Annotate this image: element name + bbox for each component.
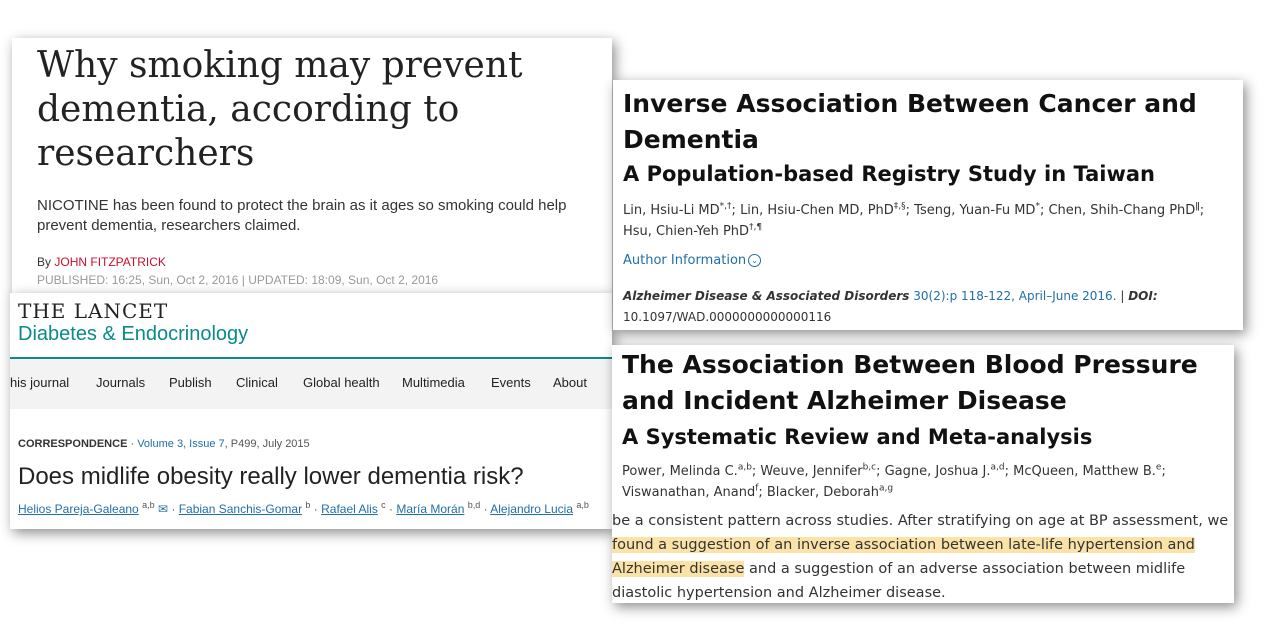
article-title: Does midlife obesity really lower dement… <box>18 463 524 490</box>
author-separator: · <box>483 502 491 516</box>
author-name[interactable]: Gagne, Joshua J. <box>884 464 991 479</box>
author-affiliation: a,g <box>878 483 894 494</box>
author-affiliation: f <box>755 483 759 494</box>
author-link[interactable]: María Morán <box>396 502 465 516</box>
author-affiliation: a,b <box>737 462 752 473</box>
article-type: CORRESPONDENCE <box>18 438 128 450</box>
nav-item-this-journal[interactable]: This journal <box>10 375 70 390</box>
nav-item-publish[interactable]: Publish <box>169 375 212 390</box>
byline-label: By <box>37 255 52 269</box>
author-affiliation: c <box>381 500 386 510</box>
news-published-date: PUBLISHED: 16:25, Sun, Oct 2, 2016 | UPD… <box>37 273 439 287</box>
author-name[interactable]: Hsu, Chien-Yeh PhD <box>623 224 750 239</box>
journal-logo-line2[interactable]: Diabetes & Endocrinology <box>18 323 249 345</box>
article-subtitle: A Population-based Registry Study in Tai… <box>623 162 1156 186</box>
meta-page-date: , P499, July 2015 <box>224 438 310 450</box>
author-name[interactable]: Blacker, Deborah <box>766 485 879 500</box>
author-list: Power, Melinda C.a,b; Weuve, Jenniferb,c… <box>622 462 1166 500</box>
cancer-article-card: Inverse Association Between Cancer and D… <box>613 80 1243 330</box>
author-name[interactable]: Tseng, Yuan-Fu MD <box>914 203 1036 218</box>
author-name[interactable]: Power, Melinda C. <box>622 464 738 479</box>
nav-item-global-health[interactable]: Global health <box>303 375 380 390</box>
article-meta: CORRESPONDENCE · Volume 3, Issue 7, P499… <box>18 438 310 450</box>
author-link[interactable]: Rafael Alis <box>321 502 378 516</box>
journal-logo-line1[interactable]: THE LANCET <box>18 299 169 323</box>
meta-separator: · <box>130 438 138 450</box>
author-link[interactable]: Fabian Sanchis-Gomar <box>178 502 303 516</box>
author-affiliation: a,d <box>990 462 1005 473</box>
news-byline: By JOHN FITZPATRICK <box>37 255 166 269</box>
author-list: Lin, Hsiu-Li MD*,†; Lin, Hsiu-Chen MD, P… <box>623 201 1205 239</box>
mail-icon[interactable]: ✉ <box>157 502 168 516</box>
author-name[interactable]: Chen, Shih-Chang PhD <box>1048 203 1196 218</box>
nav-item-events[interactable]: Events <box>491 375 531 390</box>
author-affiliation: ǁ <box>1195 201 1200 212</box>
author-affiliation: e <box>1155 462 1162 473</box>
article-title: Inverse Association Between Cancer and D… <box>623 89 1197 154</box>
citation-separator: | <box>1120 289 1129 303</box>
journal-name: Alzheimer Disease & Associated Disorders <box>623 289 910 303</box>
article-subtitle: A Systematic Review and Meta-analysis <box>622 425 1093 449</box>
abstract-excerpt: be a consistent pattern across studies. … <box>612 509 1234 603</box>
author-name[interactable]: McQueen, Matthew B. <box>1013 464 1156 479</box>
author-link[interactable]: Alejandro Lucia <box>490 502 573 516</box>
nav-item-clinical[interactable]: Clinical <box>236 375 278 390</box>
author-affiliation: *,† <box>719 201 732 212</box>
author-affiliation: a,b <box>142 500 155 510</box>
citation: Alzheimer Disease & Associated Disorders… <box>623 286 1233 328</box>
news-subtitle: NICOTINE has been found to protect the b… <box>37 197 567 234</box>
author-separator: · <box>389 502 397 516</box>
author-list: Helios Pareja-Galeano a,b ✉ · Fabian San… <box>18 500 589 517</box>
author-affiliation: a,b <box>576 500 589 510</box>
author-name[interactable]: Weuve, Jennifer <box>760 464 863 479</box>
author-link[interactable]: Helios Pareja-Galeano <box>18 502 139 516</box>
news-headline: Why smoking may prevent dementia, accord… <box>37 45 523 174</box>
author-information-toggle[interactable]: Author Information ⌄ <box>623 253 762 268</box>
nav-item-multimedia[interactable]: Multimedia <box>402 375 465 390</box>
author-affiliation: b,d <box>467 500 481 510</box>
author-affiliation: b,c <box>862 462 877 473</box>
bp-article-card: The Association Between Blood Pressure a… <box>612 345 1234 603</box>
author-separator: · <box>171 502 179 516</box>
author-affiliation: ‡,§ <box>893 201 906 212</box>
chevron-down-icon: ⌄ <box>748 254 762 267</box>
nav-item-journals[interactable]: Journals <box>96 375 146 390</box>
author-information-label: Author Information <box>623 253 747 268</box>
citation-issue-link[interactable]: 30(2):p 118-122, April–June 2016. <box>913 289 1117 303</box>
abstract-text: and a suggestion of an adverse associati… <box>612 561 1186 601</box>
article-title: The Association Between Blood Pressure a… <box>622 350 1198 415</box>
author-name[interactable]: Lin, Hsiu-Chen MD, PhD <box>740 203 894 218</box>
header-divider <box>10 357 612 359</box>
author-affiliation: †,¶ <box>749 222 763 233</box>
abstract-text: be a consistent pattern across studies. … <box>612 513 1229 529</box>
doi-value: 10.1097/WAD.0000000000000116 <box>623 310 832 324</box>
volume-link[interactable]: Volume 3, Issue 7 <box>137 438 225 450</box>
author-name[interactable]: Lin, Hsiu-Li MD <box>623 203 720 218</box>
lancet-article-card: THE LANCET Diabetes & Endocrinology This… <box>10 293 612 529</box>
author-affiliation: b <box>305 500 311 510</box>
nav-item-about[interactable]: About <box>553 375 587 390</box>
author-affiliation: * <box>1035 201 1040 212</box>
news-author-link[interactable]: JOHN FITZPATRICK <box>54 255 166 269</box>
author-name[interactable]: Viswanathan, Anand <box>622 485 756 500</box>
doi-label: DOI: <box>1128 289 1158 303</box>
news-article-card: Why smoking may prevent dementia, accord… <box>12 38 612 296</box>
author-separator: · <box>313 502 322 516</box>
journal-nav-bar: This journal Journals Publish Clinical G… <box>10 359 612 409</box>
